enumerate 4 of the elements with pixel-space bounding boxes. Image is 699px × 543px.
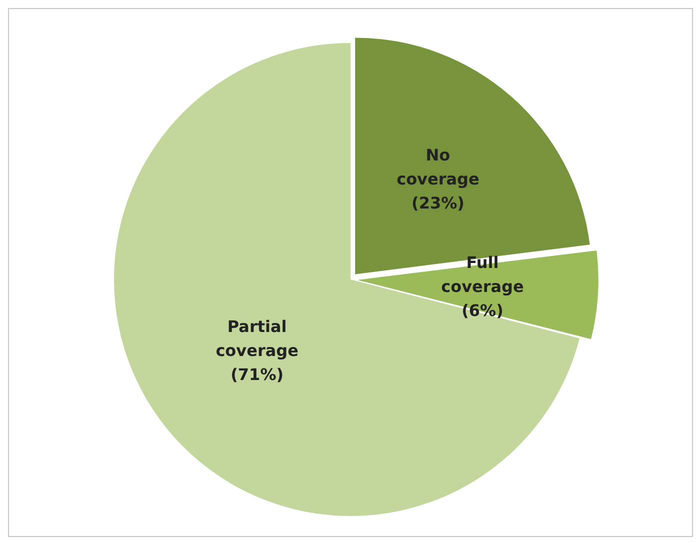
slice-label: No coverage: [396, 145, 480, 188]
data-label: (23%): [412, 193, 464, 212]
slice-label: Partial coverage: [216, 317, 299, 360]
data-label: (71%): [230, 365, 284, 384]
